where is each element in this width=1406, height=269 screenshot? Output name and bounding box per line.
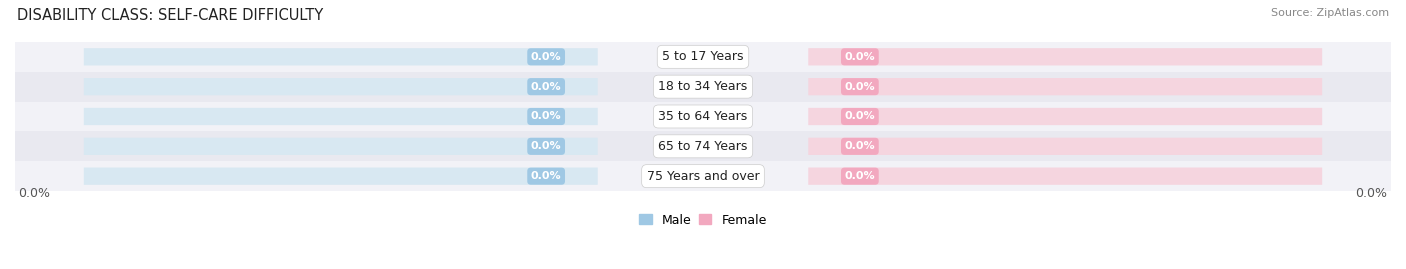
FancyBboxPatch shape: [84, 48, 598, 65]
Text: DISABILITY CLASS: SELF-CARE DIFFICULTY: DISABILITY CLASS: SELF-CARE DIFFICULTY: [17, 8, 323, 23]
Text: 0.0%: 0.0%: [18, 187, 51, 200]
Text: 0.0%: 0.0%: [531, 141, 561, 151]
Text: 5 to 17 Years: 5 to 17 Years: [662, 50, 744, 63]
Text: 0.0%: 0.0%: [845, 82, 875, 92]
Text: 0.0%: 0.0%: [845, 111, 875, 122]
Bar: [15, 161, 1391, 191]
Text: 35 to 64 Years: 35 to 64 Years: [658, 110, 748, 123]
Bar: [15, 42, 1391, 72]
Bar: [15, 102, 1391, 132]
Text: 0.0%: 0.0%: [845, 171, 875, 181]
FancyBboxPatch shape: [808, 48, 1322, 65]
Bar: [15, 132, 1391, 161]
FancyBboxPatch shape: [84, 78, 598, 95]
FancyBboxPatch shape: [84, 108, 598, 125]
FancyBboxPatch shape: [84, 168, 598, 185]
Text: 0.0%: 0.0%: [531, 52, 561, 62]
Bar: [15, 72, 1391, 102]
Text: 0.0%: 0.0%: [531, 111, 561, 122]
Text: 65 to 74 Years: 65 to 74 Years: [658, 140, 748, 153]
Text: 0.0%: 0.0%: [531, 82, 561, 92]
Text: 0.0%: 0.0%: [1355, 187, 1388, 200]
FancyBboxPatch shape: [808, 168, 1322, 185]
Legend: Male, Female: Male, Female: [640, 214, 766, 227]
FancyBboxPatch shape: [808, 108, 1322, 125]
FancyBboxPatch shape: [808, 78, 1322, 95]
FancyBboxPatch shape: [808, 138, 1322, 155]
Text: Source: ZipAtlas.com: Source: ZipAtlas.com: [1271, 8, 1389, 18]
Text: 0.0%: 0.0%: [845, 52, 875, 62]
FancyBboxPatch shape: [84, 138, 598, 155]
Text: 18 to 34 Years: 18 to 34 Years: [658, 80, 748, 93]
Text: 0.0%: 0.0%: [845, 141, 875, 151]
Text: 0.0%: 0.0%: [531, 171, 561, 181]
Text: 75 Years and over: 75 Years and over: [647, 170, 759, 183]
